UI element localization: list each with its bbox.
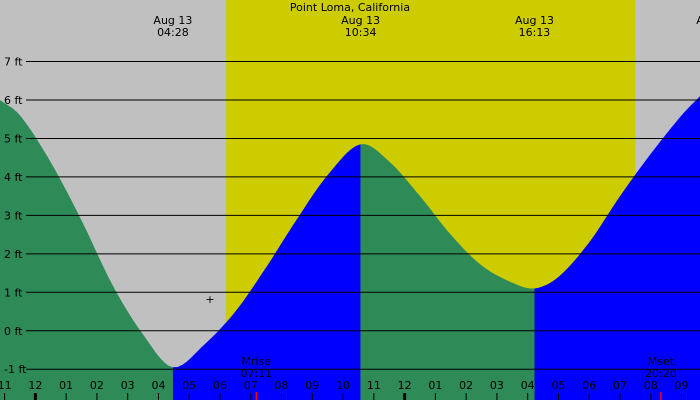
hour-tick-label: 05: [551, 379, 565, 392]
chart-title: Point Loma, California: [290, 1, 410, 14]
moon-event-time: 07:11: [240, 367, 272, 380]
hour-tick-label: 04: [151, 379, 165, 392]
hour-tick-label: 02: [90, 379, 104, 392]
hour-tick-label: 08: [275, 379, 289, 392]
moon-event-label: Mrise: [242, 355, 272, 368]
hour-tick-label: 07: [244, 379, 258, 392]
hour-tick-label: 06: [582, 379, 596, 392]
hour-tick-label: 01: [59, 379, 73, 392]
hour-tick-label: 01: [428, 379, 442, 392]
y-tick-label: 2 ft: [4, 248, 23, 261]
hour-tick-label: 03: [121, 379, 135, 392]
moon-event-label: Mset: [648, 355, 675, 368]
falling-tide-area: [360, 144, 535, 400]
extreme-time-label: 04:28: [157, 26, 189, 39]
y-tick-label: 5 ft: [4, 132, 23, 145]
hour-tick-label: 11: [0, 379, 12, 392]
hour-tick-label: 12: [398, 379, 412, 392]
extreme-date-label: A: [696, 14, 700, 27]
hour-tick-label: 12: [28, 379, 42, 392]
extreme-date-label: Aug 13: [153, 14, 192, 27]
extreme-date-label: Aug 13: [515, 14, 554, 27]
y-tick-label: 4 ft: [4, 171, 23, 184]
hour-tick-label: 08: [644, 379, 658, 392]
rising-tide-area: [172, 144, 361, 400]
hour-tick-label: 10: [336, 379, 350, 392]
moon-event-time: 20:20: [645, 367, 677, 380]
hour-tick-label: 04: [521, 379, 535, 392]
extreme-date-label: Aug 13: [341, 14, 380, 27]
rising-tide-area: [534, 96, 700, 400]
y-tick-label: 1 ft: [4, 286, 23, 299]
hour-tick-label: 02: [459, 379, 473, 392]
y-tick-label: 0 ft: [4, 325, 23, 338]
extreme-time-label: 10:34: [345, 26, 377, 39]
chart-annotation-plus: +: [205, 293, 214, 306]
y-tick-label: 3 ft: [4, 209, 23, 222]
y-tick-label: -1 ft: [4, 363, 27, 376]
hour-tick-label: 09: [305, 379, 319, 392]
hour-tick-label: 03: [490, 379, 504, 392]
y-tick-label: 7 ft: [4, 56, 23, 69]
hour-tick-label: 05: [182, 379, 196, 392]
y-tick-label: 6 ft: [4, 94, 23, 107]
hour-tick-label: 11: [367, 379, 381, 392]
hour-tick-label: 07: [613, 379, 627, 392]
falling-tide-area: [0, 100, 173, 400]
extreme-time-label: 16:13: [519, 26, 551, 39]
hour-tick-label: 06: [213, 379, 227, 392]
hour-tick-label: 09: [675, 379, 689, 392]
